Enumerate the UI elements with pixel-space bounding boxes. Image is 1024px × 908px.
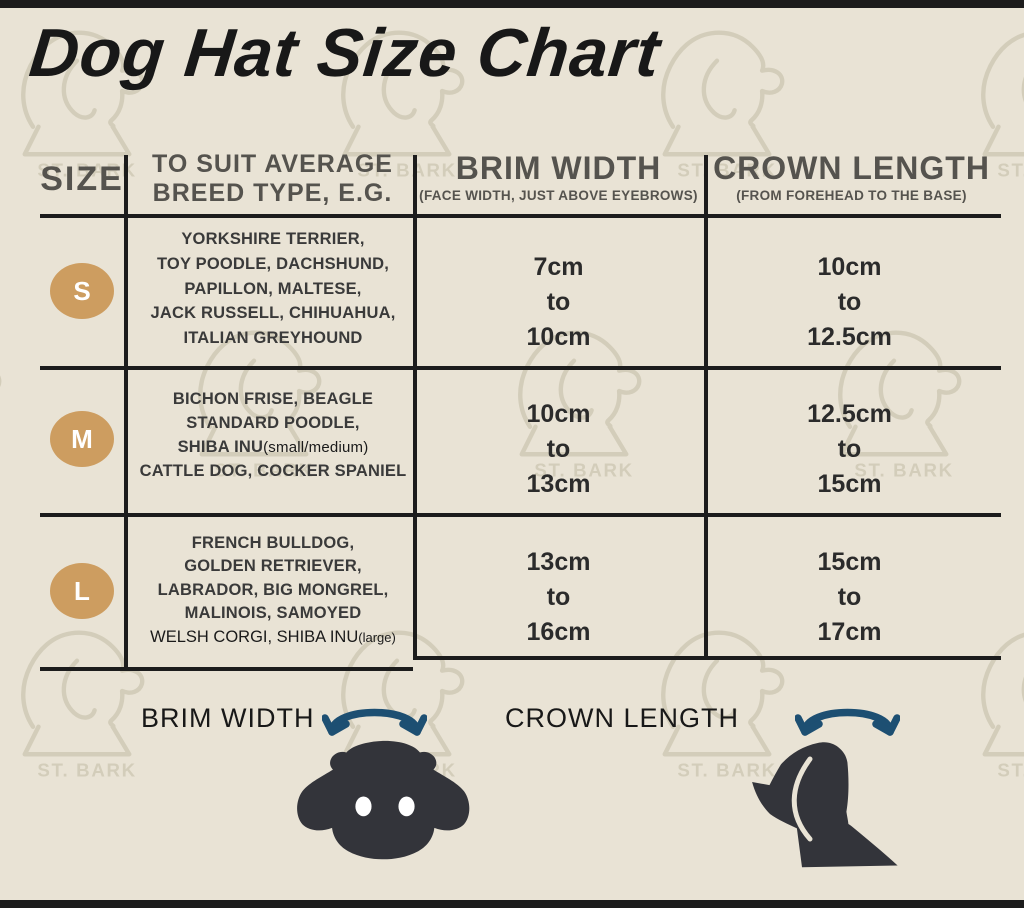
svg-text:ST. BARK: ST. BARK [37, 759, 136, 780]
svg-text:ST. BARK: ST. BARK [997, 759, 1024, 780]
svg-text:ST. BARK: ST. BARK [997, 159, 1024, 180]
